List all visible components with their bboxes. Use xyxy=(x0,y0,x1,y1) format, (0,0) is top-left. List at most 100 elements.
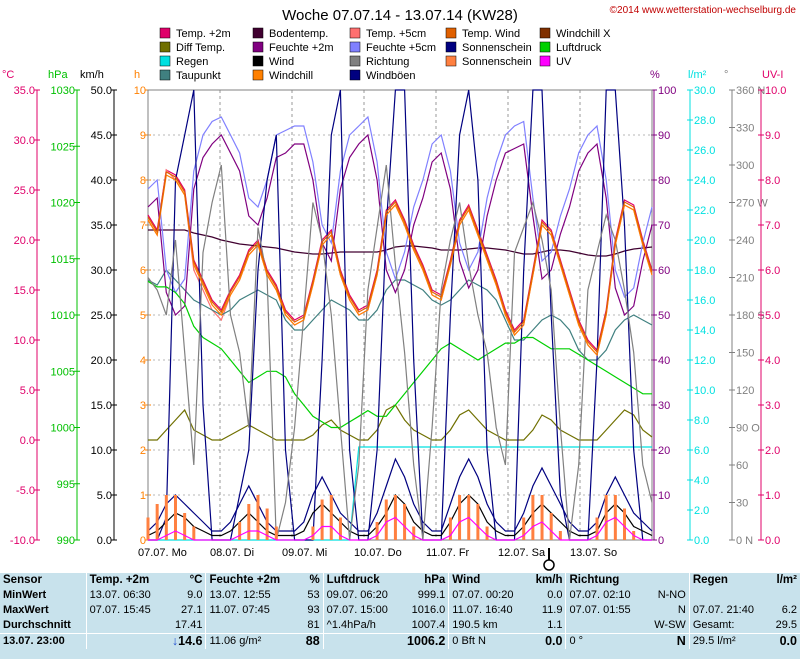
axis-tick-label: 15.0 xyxy=(91,400,112,412)
axis-tick-label: 1030 xyxy=(51,85,75,97)
axis-tick-label: 26.0 xyxy=(694,145,715,157)
axis-unit-label: km/h xyxy=(80,69,104,81)
row-label: MaxWert xyxy=(3,604,49,616)
axis-tick-label: 35.0 xyxy=(14,85,35,97)
direction-value: N-NO xyxy=(657,589,686,601)
axis-tick-label: 240 xyxy=(736,235,754,247)
header-wind-unit: km/h xyxy=(535,574,563,586)
sunshine-bar xyxy=(412,526,416,540)
axis-tick-label: 8 xyxy=(140,175,146,187)
temp-time: 07.07. 15:45 xyxy=(85,603,169,618)
axis-tick-label: 90 xyxy=(658,130,670,142)
series xyxy=(146,89,653,541)
sunshine-bar xyxy=(531,495,535,540)
axis-tick-label: 330 xyxy=(736,123,754,135)
axis-tick-label: 2.0 xyxy=(694,505,709,517)
humidity-value: 93 xyxy=(307,604,320,616)
current-temp-spacer xyxy=(85,633,169,649)
axis-tick-label: 7.0 xyxy=(765,220,780,232)
axis-tick-label: 1015 xyxy=(51,254,75,266)
axis-tick-label: 10.0 xyxy=(765,85,786,97)
copyright-text: ©2014 www.wetterstation-wechselburg.de xyxy=(610,5,797,16)
pressure-value: 999.1 xyxy=(417,589,446,601)
weather-chart: Woche 07.07.14 - 13.07.14 (KW28) ©2014 w… xyxy=(2,5,797,571)
axis-tick-label: 24.0 xyxy=(694,175,715,187)
axis-tick-label: 80 xyxy=(658,175,670,187)
axis-tick-label: 6.0 xyxy=(765,265,780,277)
sunshine-bar xyxy=(476,504,480,540)
temp-down-arrow-icon: ↓ xyxy=(171,634,179,648)
legend-swatch xyxy=(349,41,361,53)
axis-tick-label: 5.0 xyxy=(20,385,35,397)
axis-tick-label: 22.0 xyxy=(694,205,715,217)
axis-tick-label: 9.0 xyxy=(765,130,780,142)
legend-swatch xyxy=(349,69,361,81)
sunshine-bar xyxy=(238,522,242,540)
axis-tick-label: 360 N xyxy=(736,85,765,97)
rain-value: 6.2 xyxy=(781,604,797,616)
legend: Temp. +2m Bodentemp. Temp. +5cm Temp. Wind W… xyxy=(159,27,611,82)
sunshine-bar xyxy=(329,495,333,540)
axis-tick-label: 8.0 xyxy=(765,175,780,187)
sunshine-bar xyxy=(595,517,599,540)
x-axis-labels: 07.07. Mo 08.07. Di 09.07. Mi 10.07. Do 11.0… xyxy=(138,547,617,559)
axis-tick-label: 18.0 xyxy=(694,265,715,277)
row-label: MinWert xyxy=(3,589,47,601)
summary-header-row: Sensor Temp. +2m °C Feuchte +2m % Luftdr… xyxy=(0,573,800,588)
axis-tick-label: 1000 xyxy=(51,423,75,435)
wind-distance: 190.5 km xyxy=(448,618,523,634)
legend-swatch xyxy=(252,55,264,67)
temp-value: 27.1 xyxy=(181,604,203,616)
axis-unit-label: UV-I xyxy=(762,69,783,81)
axis-tick-label: 40 xyxy=(658,355,670,367)
axis-tick-label: -10.0 xyxy=(10,535,35,547)
sunshine-bar xyxy=(448,517,452,540)
x-axis-label: 11.07. Fr xyxy=(426,547,470,559)
current-temp: ↓14.6 xyxy=(168,633,206,649)
temp-value: 9.0 xyxy=(187,589,203,601)
rain-time xyxy=(688,588,764,603)
axis-tick-label: 70 xyxy=(658,220,670,232)
pressure-time: 09.07. 06:20 xyxy=(322,588,404,603)
axis-tick-label: 1010 xyxy=(51,310,75,322)
direction-value: N xyxy=(677,604,686,616)
axis-tick-label: 35.0 xyxy=(91,220,112,232)
header-wind: Wind xyxy=(448,573,523,588)
sunshine-bar xyxy=(274,526,278,540)
wind-value: 0.0 xyxy=(547,589,563,601)
current-pressure-spacer xyxy=(322,633,404,649)
direction-time xyxy=(565,618,646,634)
temp-time: 13.07. 06:30 xyxy=(85,588,169,603)
legend-label: Bodentemp. xyxy=(269,28,328,40)
legend-label: Windchill X xyxy=(556,28,611,40)
axis-tick-label: 10 xyxy=(658,490,670,502)
series-line xyxy=(148,446,652,541)
sunshine-bar xyxy=(375,522,379,540)
axis-tick-label: 12.0 xyxy=(694,355,715,367)
axis-tick-label: 60 xyxy=(658,265,670,277)
axis-tick-label: 25.0 xyxy=(91,310,112,322)
rain-total-label: Gesamt: xyxy=(688,618,764,634)
legend-swatch xyxy=(159,41,171,53)
x-axis-label: 10.07. Do xyxy=(354,547,402,559)
temp-time xyxy=(85,618,169,634)
axis-tick-label: 100 xyxy=(658,85,676,97)
scroll-marker-icon[interactable] xyxy=(543,559,555,571)
axis-tick-label: 30.0 xyxy=(91,265,112,277)
legend-swatch xyxy=(349,55,361,67)
wind-value: 11.9 xyxy=(541,604,563,616)
legend-label: Sonnenschein xyxy=(462,56,532,68)
sunshine-bar xyxy=(320,499,324,540)
rain-total-value: 29.5 xyxy=(775,619,797,631)
axis-tick-label: 270 W xyxy=(736,198,768,210)
axis-tick-label: 4 xyxy=(140,355,146,367)
axis-tick-label: 0.0 xyxy=(97,535,112,547)
axis-tick-label: 5.0 xyxy=(97,490,112,502)
legend-swatch xyxy=(349,27,361,39)
axis-tick-label: 25.0 xyxy=(14,185,35,197)
legend-swatch xyxy=(445,41,457,53)
legend-label: Regen xyxy=(176,56,208,68)
current-direction: N xyxy=(646,633,690,649)
x-axis-label: 09.07. Mi xyxy=(282,547,327,559)
axis-tick-label: 30.0 xyxy=(14,135,35,147)
